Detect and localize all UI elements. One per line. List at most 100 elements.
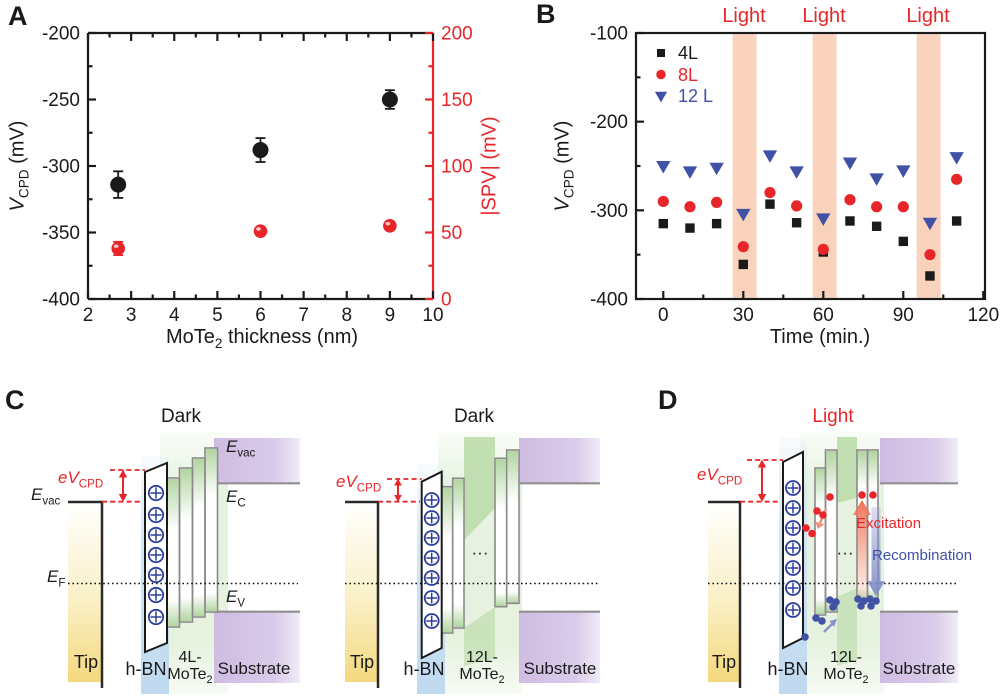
tick-label: 4	[169, 305, 180, 326]
substrate-region	[880, 438, 958, 484]
data-point	[656, 161, 671, 174]
recombination-arrow	[867, 507, 885, 596]
light-label-2: Light	[802, 5, 846, 27]
substrate-region	[519, 438, 600, 484]
evcpd-sub: CPD	[78, 478, 104, 491]
ylabel-post: (mV)	[551, 120, 574, 170]
data-point	[949, 152, 964, 165]
b-xlabel: Time (min.)	[769, 326, 871, 348]
light-band	[732, 34, 757, 298]
data-point	[897, 201, 909, 213]
c-ec-label: EC	[226, 487, 246, 510]
tick-label: -200	[590, 112, 628, 133]
ec-sub: C	[237, 497, 246, 510]
tick-label: 2	[83, 305, 94, 326]
a-ylabel-left: VCPD (mV)	[6, 120, 32, 212]
hole-dots	[802, 491, 877, 538]
tick-label: 200	[441, 24, 473, 45]
ec-main: E	[226, 487, 238, 506]
mote2-sub: 2	[862, 674, 869, 687]
tip-region	[345, 502, 378, 682]
tick-label: 0	[441, 290, 452, 311]
data-point	[656, 69, 666, 80]
data-point	[736, 208, 751, 222]
tick-label: 6	[255, 305, 266, 326]
c-mote2-4l-label: 4L- MoTe2	[167, 649, 212, 686]
ef-sub: F	[58, 577, 66, 590]
data-point	[711, 196, 723, 208]
evcpd-main: eV	[58, 468, 79, 487]
xlabel-sub: 2	[214, 336, 223, 351]
tick-label: -100	[590, 24, 628, 45]
panel-b-plot: 0 30 60 90 120 -100 -200 -300 -400	[590, 24, 999, 327]
substrate-region	[880, 611, 958, 683]
data-point	[791, 200, 803, 212]
c-hbn-label-mid: h-BN	[403, 659, 445, 679]
tip-region	[708, 502, 740, 682]
tick-label: 10	[422, 305, 443, 326]
electron-transfer-arrow	[823, 619, 837, 633]
data-point	[682, 166, 698, 179]
data-point	[817, 243, 829, 255]
evac-main: E	[226, 437, 238, 456]
c-evcpd-label-left: eVCPD	[58, 468, 104, 491]
a-xlabel: MoTe2 thickness (nm)	[166, 326, 359, 351]
light-band	[812, 34, 837, 298]
evcpd-sub: CPD	[717, 475, 743, 488]
mote2-layer-boxes	[440, 449, 520, 634]
data-point	[711, 218, 722, 229]
evac-sub: vac	[237, 447, 256, 460]
substrate-region	[214, 438, 300, 484]
ev-main: E	[226, 587, 238, 606]
tick-label: 3	[126, 305, 137, 326]
light-label-3: Light	[906, 5, 950, 27]
data-point	[791, 218, 802, 228]
data-point	[842, 157, 858, 170]
data-point	[737, 241, 749, 253]
evac-sub: vac	[42, 495, 61, 508]
tick-label: 9	[385, 305, 396, 326]
mote2-layer-boxes	[165, 447, 219, 628]
gap-green-bottom	[837, 588, 857, 666]
c-ev-label: EV	[226, 587, 246, 610]
xlabel-post: thickness (nm)	[222, 326, 359, 348]
data-point	[925, 271, 935, 281]
ylabel-post: (mV)	[6, 120, 29, 170]
tick-label: -300	[590, 201, 628, 222]
gap-green-top	[837, 437, 857, 503]
mote2-line1: 4L-	[178, 649, 202, 666]
substrate-region	[519, 611, 600, 683]
light-label-1: Light	[722, 5, 766, 27]
d-recombination-label: Recombination	[872, 547, 973, 564]
c-substrate-label-mid: Substrate	[523, 659, 597, 678]
tick-label: 5	[212, 305, 223, 326]
data-point	[871, 221, 882, 231]
c-substrate-label-left: Substrate	[217, 659, 291, 678]
ev-sub: V	[237, 597, 246, 610]
evac-main: E	[31, 485, 43, 504]
c-tip-label-mid: Tip	[349, 652, 375, 672]
tick-label: 100	[441, 157, 473, 178]
mote2-main: MoTe	[167, 666, 207, 684]
ylabel-sub: CPD	[16, 169, 32, 199]
tick-label: -250	[42, 90, 80, 111]
d-tip-label: Tip	[711, 652, 737, 672]
b-ylabel: VCPD (mV)	[551, 120, 577, 212]
mote2-main: MoTe	[823, 666, 863, 684]
tick-label: -300	[42, 157, 80, 178]
data-point	[684, 201, 696, 213]
data-point	[898, 236, 908, 247]
tick-label: 120	[967, 305, 999, 326]
evcpd-arrow	[102, 469, 145, 503]
d-excitation-label: Excitation	[856, 515, 922, 532]
substrate-region	[214, 611, 300, 683]
data-point	[896, 165, 911, 178]
tick-label: 150	[441, 90, 473, 111]
panel-b-label: B	[536, 0, 556, 29]
hbn-charges-c2	[423, 492, 440, 629]
c-title-dark-right: Dark	[453, 406, 495, 427]
legend-label-12l: 12 L	[678, 86, 714, 106]
d-title-light: Light	[812, 406, 854, 427]
mote2-main: MoTe	[459, 666, 499, 684]
